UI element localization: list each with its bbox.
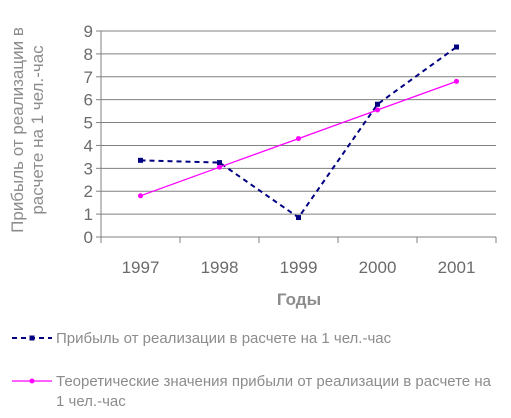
y-tick-label: 7 (84, 68, 93, 87)
legend-entry-line: 1 чел.-час (56, 393, 126, 410)
y-axis-title-line: расчете на 1 чел.-час (28, 45, 47, 215)
x-tick-label: 1997 (122, 258, 160, 277)
y-tick-label: 3 (84, 159, 93, 178)
y-tick-label: 9 (84, 22, 93, 41)
x-tick-label: 2000 (359, 258, 397, 277)
series-1-point (375, 101, 380, 107)
y-tick-labels: 0 1 2 3 4 5 6 7 8 9 (84, 22, 93, 247)
series-2-point (454, 78, 459, 84)
legend-entry-line: Теоретические значения прибыли от реализ… (56, 373, 492, 390)
y-axis-title: Прибыль от реализации врасчете на 1 чел.… (8, 27, 47, 233)
gridlines (101, 30, 496, 215)
x-axis-title: Годы (277, 290, 321, 309)
series-2-point (217, 164, 222, 170)
x-tick-label: 1998 (201, 258, 239, 277)
y-tick-label: 8 (84, 45, 93, 64)
x-tick-label: 2001 (438, 258, 476, 277)
y-tick-label: 6 (84, 91, 93, 110)
x-tick-label: 1999 (280, 258, 318, 277)
y-tick-label: 0 (84, 228, 93, 247)
y-tick-label: 5 (84, 114, 93, 133)
legend-swatch-marker (29, 378, 35, 384)
series-1-point (454, 44, 459, 50)
y-axis-title-line: Прибыль от реализации в (8, 27, 27, 233)
series (138, 44, 459, 221)
y-tick-label: 2 (84, 182, 93, 201)
axes (96, 30, 497, 243)
legend-swatch-marker (29, 335, 35, 341)
x-tick-labels: 1997 1998 1999 2000 2001 (122, 258, 476, 277)
series-1-point (138, 157, 143, 163)
series-2-point (375, 107, 380, 113)
y-tick-label: 1 (84, 205, 93, 224)
series-1-point (296, 215, 301, 221)
legend: Прибыль от реализации в расчете на 1 чел… (12, 330, 492, 410)
legend-entry-label: Теоретические значения прибыли от реализ… (56, 373, 492, 410)
legend-entry-line: Прибыль от реализации в расчете на 1 чел… (56, 330, 392, 347)
series-1-line (140, 46, 458, 219)
series-1-point (217, 160, 222, 166)
y-tick-label: 4 (84, 136, 93, 155)
series-2-point (138, 193, 143, 199)
legend-entry-label: Прибыль от реализации в расчете на 1 чел… (56, 330, 392, 347)
series-2-point (296, 136, 301, 142)
